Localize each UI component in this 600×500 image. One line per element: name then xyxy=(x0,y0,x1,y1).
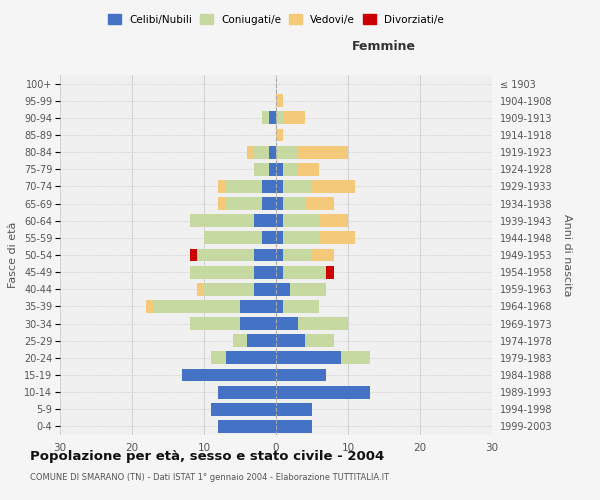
Bar xyxy=(247,146,254,158)
Bar xyxy=(226,180,262,193)
Bar xyxy=(283,248,312,262)
Bar xyxy=(276,232,283,244)
Bar xyxy=(262,232,276,244)
Bar xyxy=(269,112,276,124)
Bar xyxy=(276,146,298,158)
Bar xyxy=(276,163,283,175)
Bar xyxy=(305,197,334,210)
Bar xyxy=(262,197,276,210)
Bar xyxy=(283,266,326,278)
Bar xyxy=(276,180,283,193)
Bar xyxy=(262,112,269,124)
Bar xyxy=(197,248,254,262)
Bar xyxy=(276,197,283,210)
Bar xyxy=(276,317,298,330)
Bar xyxy=(254,283,276,296)
Bar xyxy=(254,146,269,158)
Bar xyxy=(276,214,283,227)
Bar xyxy=(276,334,305,347)
Bar xyxy=(204,283,254,296)
Bar xyxy=(305,334,334,347)
Bar xyxy=(146,300,154,313)
Bar xyxy=(298,317,348,330)
Bar xyxy=(283,214,319,227)
Bar xyxy=(276,420,312,433)
Bar xyxy=(269,146,276,158)
Bar xyxy=(226,197,262,210)
Bar xyxy=(154,300,240,313)
Bar xyxy=(276,352,341,364)
Bar xyxy=(218,420,276,433)
Bar xyxy=(240,317,276,330)
Bar xyxy=(269,163,276,175)
Bar xyxy=(226,352,276,364)
Bar xyxy=(312,248,334,262)
Bar xyxy=(190,248,197,262)
Bar xyxy=(276,368,326,382)
Bar xyxy=(298,163,319,175)
Bar xyxy=(218,197,226,210)
Bar xyxy=(298,146,348,158)
Bar xyxy=(182,368,276,382)
Bar xyxy=(283,180,312,193)
Bar xyxy=(262,180,276,193)
Bar xyxy=(283,163,298,175)
Bar xyxy=(276,386,370,398)
Bar xyxy=(240,300,276,313)
Bar xyxy=(254,266,276,278)
Bar xyxy=(326,266,334,278)
Bar xyxy=(276,283,290,296)
Bar xyxy=(190,317,240,330)
Bar xyxy=(276,94,283,107)
Bar xyxy=(211,352,226,364)
Bar xyxy=(218,386,276,398)
Bar xyxy=(283,112,305,124)
Bar xyxy=(204,232,262,244)
Bar xyxy=(247,334,276,347)
Legend: Celibi/Nubili, Coniugati/e, Vedovi/e, Divorziati/e: Celibi/Nubili, Coniugati/e, Vedovi/e, Di… xyxy=(104,10,448,29)
Text: Femmine: Femmine xyxy=(352,40,416,54)
Bar xyxy=(341,352,370,364)
Bar xyxy=(283,300,319,313)
Bar xyxy=(254,163,269,175)
Bar xyxy=(290,283,326,296)
Bar xyxy=(276,248,283,262)
Text: COMUNE DI SMARANO (TN) - Dati ISTAT 1° gennaio 2004 - Elaborazione TUTTITALIA.IT: COMUNE DI SMARANO (TN) - Dati ISTAT 1° g… xyxy=(30,472,389,482)
Bar xyxy=(190,266,254,278)
Y-axis label: Fasce di età: Fasce di età xyxy=(8,222,19,288)
Y-axis label: Anni di nascita: Anni di nascita xyxy=(562,214,572,296)
Bar xyxy=(312,180,355,193)
Bar xyxy=(197,283,204,296)
Bar xyxy=(276,300,283,313)
Bar xyxy=(233,334,247,347)
Bar xyxy=(276,128,283,141)
Text: Popolazione per età, sesso e stato civile - 2004: Popolazione per età, sesso e stato civil… xyxy=(30,450,384,463)
Bar xyxy=(283,197,305,210)
Bar xyxy=(276,266,283,278)
Bar xyxy=(276,112,283,124)
Bar xyxy=(283,232,319,244)
Bar xyxy=(218,180,226,193)
Bar xyxy=(211,403,276,415)
Bar xyxy=(254,214,276,227)
Bar xyxy=(319,232,355,244)
Bar xyxy=(319,214,348,227)
Bar xyxy=(276,403,312,415)
Bar xyxy=(254,248,276,262)
Bar xyxy=(190,214,254,227)
